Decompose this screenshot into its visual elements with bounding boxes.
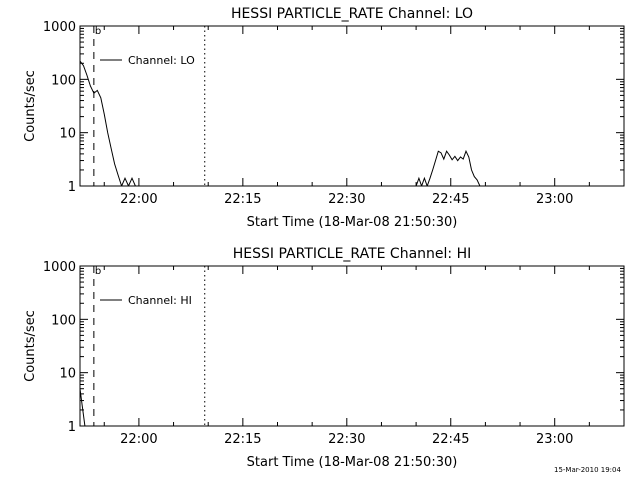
- y-tick-label: 1: [68, 180, 76, 195]
- y-tick-label: 100: [51, 73, 76, 88]
- chart-title: HESSI PARTICLE_RATE Channel: HI: [233, 246, 471, 262]
- plot-frame: [79, 265, 625, 427]
- plot-frame: [79, 25, 625, 187]
- data-line-segment-3: [634, 32, 640, 186]
- chart-title: HESSI PARTICLE_RATE Channel: LO: [231, 6, 473, 22]
- y-axis-label: Counts/sec: [23, 70, 38, 142]
- x-tick-label: 22:45: [432, 432, 469, 447]
- data-line-segment-2: [415, 149, 481, 186]
- timestamp-footer: 15-Mar-2010 19:04: [554, 466, 621, 474]
- y-tick-label: 100: [51, 313, 76, 328]
- x-tick-label: 22:30: [328, 432, 365, 447]
- x-tick-label: 22:00: [120, 432, 157, 447]
- marker-label: b: [95, 26, 101, 37]
- data-line-segment-1: [80, 388, 86, 426]
- x-tick-label: 22:15: [224, 432, 261, 447]
- data-line-segment-2: [637, 296, 640, 426]
- x-tick-label: 22:45: [432, 192, 469, 207]
- chart-panel-2: HESSI PARTICLE_RATE Channel: HI Start Tim…: [23, 246, 640, 470]
- x-tick-label: 23:00: [536, 192, 573, 207]
- marker-label: b: [95, 266, 101, 277]
- y-tick-label: 1000: [43, 260, 76, 275]
- y-axis-label: Counts/sec: [23, 310, 38, 382]
- legend-label: Channel: HI: [128, 294, 192, 307]
- x-tick-label: 23:00: [536, 432, 573, 447]
- y-tick-label: 10: [59, 367, 76, 382]
- x-tick-label: 22:30: [328, 192, 365, 207]
- chart-panel-1: HESSI PARTICLE_RATE Channel: LO Start Tim…: [23, 6, 640, 230]
- y-tick-label: 1: [68, 420, 76, 435]
- x-axis-label: Start Time (18-Mar-08 21:50:30): [247, 215, 458, 230]
- x-axis-label: Start Time (18-Mar-08 21:50:30): [247, 455, 458, 470]
- data-line-segment-1: [80, 60, 136, 186]
- legend-label: Channel: LO: [128, 54, 195, 67]
- x-tick-label: 22:00: [120, 192, 157, 207]
- x-tick-label: 22:15: [224, 192, 261, 207]
- y-tick-label: 10: [59, 127, 76, 142]
- y-tick-label: 1000: [43, 20, 76, 35]
